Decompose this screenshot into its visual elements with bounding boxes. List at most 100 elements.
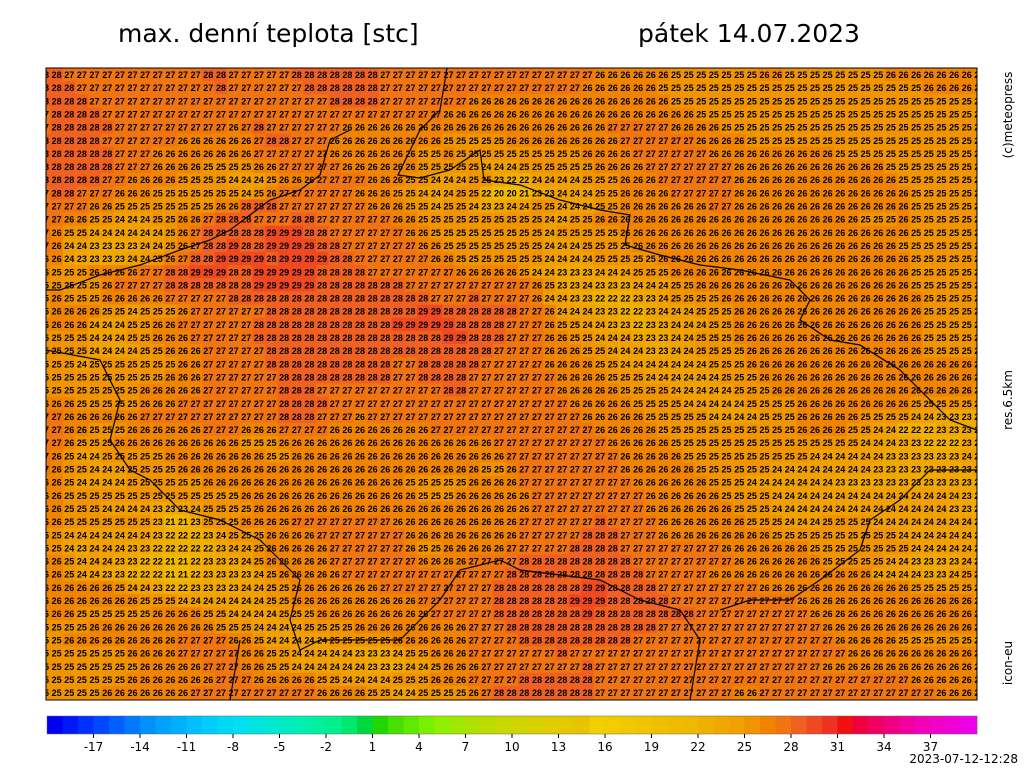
cell-value: 25 [936,162,946,172]
cell-value: 25 [722,123,732,133]
cell-value: 26 [823,254,833,264]
cell-value: 27 [633,136,643,146]
grid-cell [657,68,670,82]
grid-cell [846,107,860,121]
grid-cell [75,120,89,134]
cell-value: 26 [355,149,365,159]
grid-cell [960,120,974,134]
cell-value: 27 [317,202,327,212]
grid-cell [960,68,974,82]
cell-value: 25 [911,109,921,119]
cell-value: 26 [810,162,820,172]
grid-cell [252,120,266,134]
cell-value: 29 [229,241,239,251]
cell-value: 26 [570,123,580,133]
cell-value: 24 [431,175,441,185]
cell-value: 28 [90,149,100,159]
cell-value: 25 [153,307,163,317]
cell-value: 24 [153,241,163,251]
grid-cell [657,107,670,121]
cell-value: 24 [64,241,74,251]
cell-value: 27 [342,202,352,212]
cell-value: 23 [481,202,491,212]
cell-value: 25 [772,96,782,106]
cell-value: 26 [165,149,175,159]
grid-cell [164,107,178,121]
cell-value: 28 [469,294,479,304]
cell-value: 26 [507,123,517,133]
cell-value: 26 [886,175,896,185]
cell-value: 26 [646,241,656,251]
cell-value: 27 [90,96,100,106]
cell-value: 26 [734,254,744,264]
cell-value: 24 [545,175,555,185]
cell-value: 28 [77,162,87,172]
cell-value: 27 [633,123,643,133]
cell-value: 24 [557,188,567,198]
cell-value: 29 [279,228,289,238]
cell-value: 26 [102,294,112,304]
cell-value: 25 [431,149,441,159]
cell-value: 26 [823,202,833,212]
cell-value: 27 [191,307,201,317]
cell-value: 25 [772,83,782,93]
grid-cell [265,68,279,82]
cell-value: 25 [936,109,946,119]
cell-value: 25 [949,149,959,159]
cell-value: 25 [557,228,567,238]
cell-value: 24 [583,188,593,198]
cell-value: 24 [557,215,567,225]
cell-value: 29 [431,307,441,317]
cell-value: 26 [191,162,201,172]
cell-value: 27 [241,109,251,119]
grid-cell [277,133,291,148]
cell-value: 23 [608,280,618,290]
grid-cell [543,94,557,108]
cell-value: 26 [178,136,188,146]
cell-value: 27 [304,109,314,119]
cell-value: 26 [899,188,909,198]
cell-value: 25 [481,149,491,159]
cell-value: 27 [39,109,49,119]
grid-cell [682,107,696,121]
cell-value: 25 [469,162,479,172]
cell-value: 26 [759,254,769,264]
cell-value: 25 [507,254,517,264]
grid-cell [239,94,253,108]
cell-value: 26 [355,162,365,172]
cell-value: 26 [899,228,909,238]
cell-value: 24 [115,228,125,238]
cell-value: 26 [406,123,416,133]
cell-value: 26 [886,280,896,290]
grid-cell [505,81,519,95]
grid-cell [581,68,595,82]
cell-value: 25 [519,241,529,251]
cell-value: 24 [431,202,441,212]
cell-value: 28 [481,307,491,317]
cell-value: 26 [785,267,795,277]
cell-value: 26 [216,136,226,146]
cell-value: 24 [140,215,150,225]
cell-value: 27 [380,83,390,93]
grid-cell [62,107,76,121]
cell-value: 27 [507,294,517,304]
cell-value: 26 [873,267,883,277]
cell-value: 25 [519,254,529,264]
grid-cell [391,107,405,121]
grid-cell [492,94,506,108]
grid-cell [909,107,923,121]
cell-value: 25 [974,202,984,212]
cell-value: 25 [165,188,175,198]
grid-cell [694,107,708,121]
cell-value: 26 [759,294,769,304]
cell-value: 25 [456,215,466,225]
cell-value: 27 [355,109,365,119]
cell-value: 24 [241,175,251,185]
grid-cell [353,81,367,95]
cell-value: 24 [443,175,453,185]
cell-value: 24 [140,228,150,238]
cell-value: 26 [658,96,668,106]
cell-value: 26 [886,70,896,80]
cell-value: 24 [241,188,251,198]
cell-value: 24 [254,175,264,185]
